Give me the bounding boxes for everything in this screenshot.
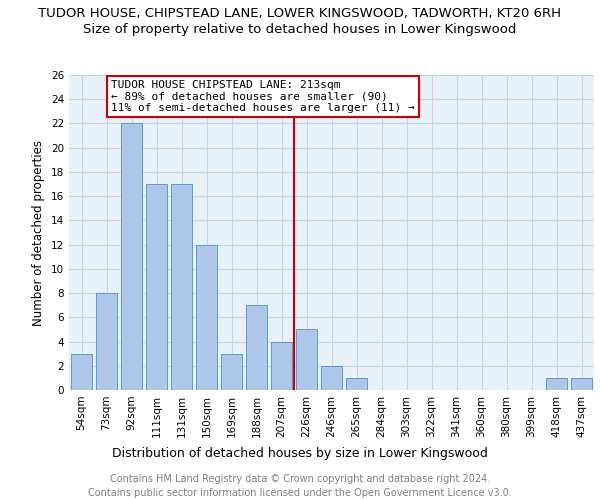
Bar [246, 305, 267, 390]
Bar [121, 124, 142, 390]
Text: TUDOR HOUSE CHIPSTEAD LANE: 213sqm
← 89% of detached houses are smaller (90)
11%: TUDOR HOUSE CHIPSTEAD LANE: 213sqm ← 89%… [111, 80, 415, 113]
Text: Contains public sector information licensed under the Open Government Licence v3: Contains public sector information licen… [88, 488, 512, 498]
Bar [71, 354, 92, 390]
Bar [321, 366, 342, 390]
Bar [271, 342, 292, 390]
Text: TUDOR HOUSE, CHIPSTEAD LANE, LOWER KINGSWOOD, TADWORTH, KT20 6RH: TUDOR HOUSE, CHIPSTEAD LANE, LOWER KINGS… [38, 8, 562, 20]
Bar [296, 330, 317, 390]
Bar [571, 378, 592, 390]
Text: Distribution of detached houses by size in Lower Kingswood: Distribution of detached houses by size … [112, 448, 488, 460]
Bar [546, 378, 567, 390]
Bar [171, 184, 192, 390]
Text: Contains HM Land Registry data © Crown copyright and database right 2024.: Contains HM Land Registry data © Crown c… [110, 474, 490, 484]
Bar [146, 184, 167, 390]
Bar [96, 293, 117, 390]
Y-axis label: Number of detached properties: Number of detached properties [32, 140, 46, 326]
Bar [346, 378, 367, 390]
Bar [196, 244, 217, 390]
Text: Size of property relative to detached houses in Lower Kingswood: Size of property relative to detached ho… [83, 22, 517, 36]
Bar [221, 354, 242, 390]
